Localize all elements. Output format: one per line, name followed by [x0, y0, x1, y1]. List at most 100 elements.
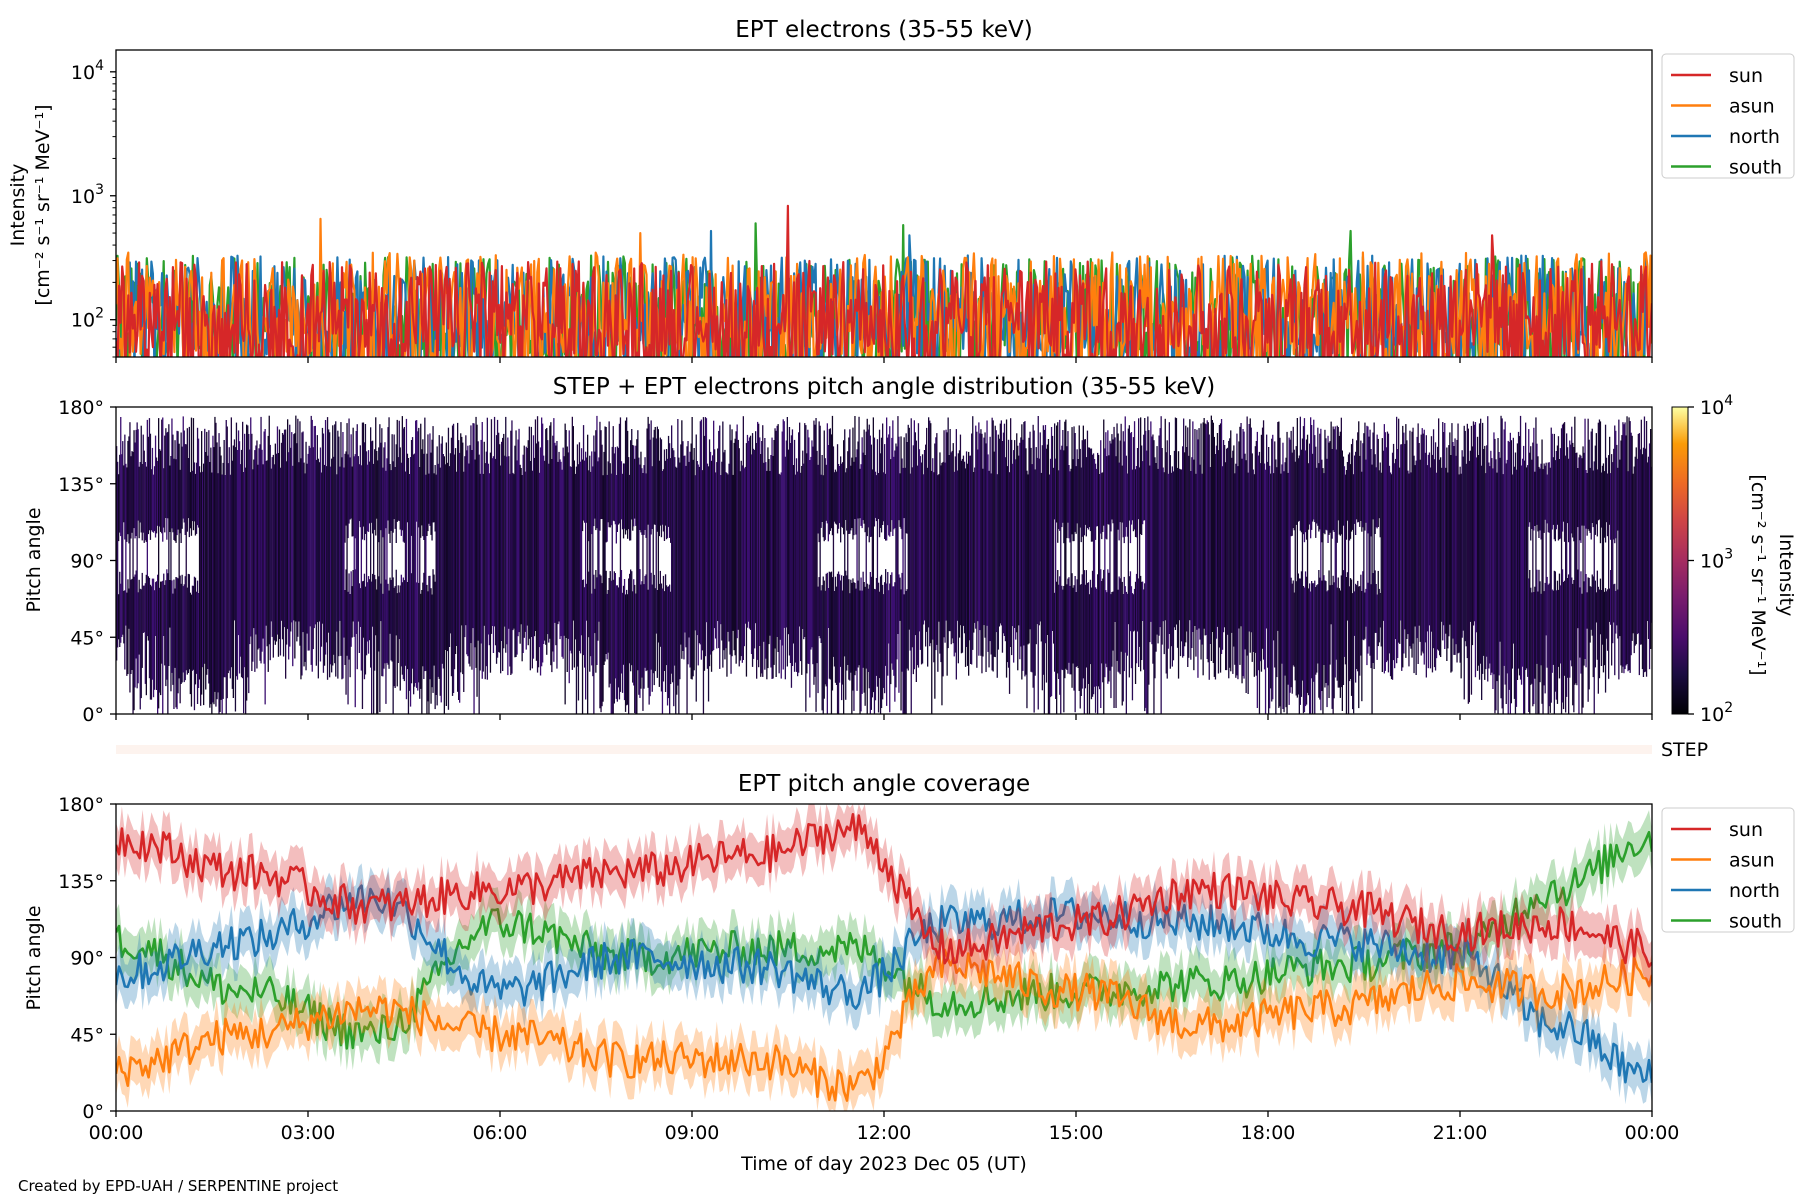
heatmap-cell	[860, 464, 862, 526]
heatmap-cell	[1143, 589, 1145, 670]
legend-label-south: south	[1729, 157, 1782, 179]
heatmap-cell	[1378, 588, 1380, 643]
heatmap-cell	[1477, 455, 1480, 666]
heatmap-cell	[1072, 459, 1074, 542]
heatmap-cell	[442, 454, 444, 669]
heatmap-cell	[1338, 588, 1340, 688]
heatmap-cell	[730, 440, 732, 674]
heatmap-cell	[850, 465, 852, 531]
heatmap-cell	[1483, 449, 1485, 656]
heatmap-cell	[973, 472, 975, 633]
heatmap-cell	[1290, 577, 1292, 688]
heatmap-cell	[179, 575, 181, 704]
heatmap-cell	[979, 433, 981, 631]
heatmap-cell	[814, 424, 816, 677]
heatmap-cell	[1221, 466, 1224, 650]
heatmap-cell	[835, 586, 838, 685]
heatmap-cell	[1630, 432, 1632, 656]
heatmap-cell	[570, 466, 572, 654]
heatmap-cell	[376, 451, 378, 519]
heatmap-cell	[1589, 467, 1591, 533]
panel1-title: EPT electrons (35-55 keV)	[735, 17, 1032, 43]
heatmap-cell	[1295, 581, 1297, 696]
heatmap-cell	[617, 587, 620, 688]
heatmap-cell	[1003, 423, 1006, 636]
heatmap-cell	[283, 429, 286, 628]
heatmap-cell	[719, 425, 721, 669]
heatmap-cell	[833, 472, 836, 522]
heatmap-cell	[479, 473, 481, 671]
heatmap-cell	[181, 446, 183, 529]
heatmap-cell	[591, 451, 593, 535]
heatmap-cell	[1584, 418, 1586, 659]
heatmap-cell	[857, 441, 859, 519]
heatmap-cell	[389, 577, 391, 634]
heatmap-cell	[1346, 462, 1349, 521]
heatmap-cell	[609, 463, 611, 528]
heatmap-cell	[220, 455, 222, 700]
heatmap-cell	[1146, 450, 1148, 714]
heatmap-cell	[1588, 577, 1590, 690]
heatmap-cell	[1332, 575, 1334, 714]
heatmap-cell	[624, 420, 627, 535]
heatmap-cell	[282, 434, 285, 657]
heatmap-cell	[609, 571, 611, 684]
heatmap-cell	[675, 466, 677, 714]
heatmap-cell	[1258, 451, 1261, 714]
heatmap-cell	[1079, 584, 1081, 709]
heatmap-cell	[859, 590, 861, 714]
heatmap-cell	[1298, 578, 1300, 714]
heatmap-cell	[1437, 446, 1439, 650]
heatmap-cell	[901, 458, 903, 540]
heatmap-cell	[534, 419, 537, 631]
heatmap-cell	[1211, 420, 1213, 632]
heatmap-cell	[1106, 456, 1108, 540]
heatmap-cell	[704, 417, 707, 657]
heatmap-cell	[398, 420, 400, 521]
heatmap-cell	[355, 431, 357, 634]
heatmap-cell	[1461, 450, 1463, 638]
heatmap-cell	[863, 582, 865, 693]
heatmap-cell	[841, 463, 843, 527]
heatmap-cell	[331, 458, 333, 673]
heatmap-cell	[922, 474, 925, 625]
heatmap-cell	[1112, 591, 1114, 651]
heatmap-cell	[1594, 445, 1596, 535]
x-tick-label: 06:00	[473, 1122, 528, 1144]
heatmap-cell	[1293, 449, 1295, 531]
heatmap-cell	[1541, 439, 1543, 704]
heatmap-cell	[1199, 464, 1201, 640]
heatmap-cell	[359, 588, 361, 627]
heatmap-cell	[613, 571, 615, 704]
heatmap-cell	[163, 468, 165, 528]
heatmap-cell	[300, 458, 302, 680]
heatmap-cell	[898, 574, 900, 693]
heatmap-cell	[1597, 422, 1599, 521]
heatmap-cell	[648, 423, 650, 705]
heatmap-cell	[612, 579, 614, 714]
heatmap-cell	[972, 416, 974, 650]
heatmap-cell	[193, 462, 196, 522]
heatmap-cell	[1274, 441, 1276, 668]
heatmap-cell	[376, 589, 378, 714]
heatmap-cell	[148, 577, 151, 679]
heatmap-cell	[1317, 427, 1319, 526]
heatmap-cell	[484, 463, 486, 680]
heatmap-cell	[160, 450, 162, 532]
heatmap-cell	[194, 577, 197, 685]
heatmap-cell	[1411, 431, 1413, 658]
heatmap-cell	[596, 577, 598, 665]
heatmap-cell	[1336, 425, 1338, 543]
heatmap-cell	[397, 585, 399, 663]
heatmap-cell	[652, 437, 654, 674]
heatmap-cell	[768, 459, 770, 645]
colorbar-label-line2: [cm⁻² s⁻¹ sr⁻¹ MeV⁻¹]	[1747, 474, 1769, 675]
heatmap-cell	[303, 462, 305, 667]
heatmap-cell	[1571, 577, 1573, 667]
heatmap-cell	[544, 460, 546, 641]
heatmap-cell	[1480, 418, 1482, 664]
heatmap-cell	[323, 464, 326, 666]
heatmap-cell	[726, 473, 728, 677]
heatmap-cell	[729, 424, 731, 655]
heatmap-cell	[1600, 590, 1603, 666]
